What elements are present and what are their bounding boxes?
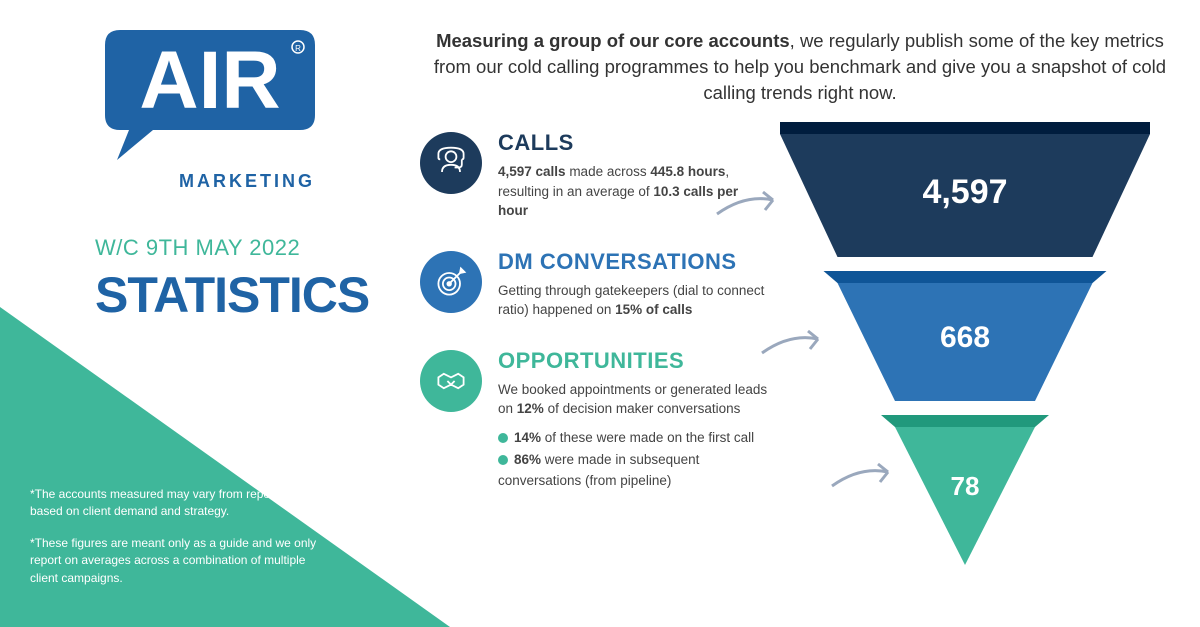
metric-dm-desc: Getting through gatekeepers (dial to con… bbox=[498, 281, 768, 320]
statistics-title: STATISTICS bbox=[95, 266, 369, 324]
funnel-value: 668 bbox=[780, 321, 1150, 355]
intro-bold: Measuring a group of our core accounts bbox=[436, 30, 790, 51]
metric-calls-title: CALLS bbox=[498, 130, 768, 156]
svg-text:R: R bbox=[295, 44, 301, 53]
footnote-1: *The accounts measured may vary from rep… bbox=[30, 486, 330, 521]
funnel-value: 4,597 bbox=[780, 173, 1150, 212]
metric-dm: DM CONVERSATIONS Getting through gatekee… bbox=[420, 249, 780, 320]
funnel-stage: 668 bbox=[780, 271, 1150, 401]
target-icon bbox=[420, 251, 482, 313]
metric-opps-desc: We booked appointments or generated lead… bbox=[498, 380, 768, 419]
footnotes: *The accounts measured may vary from rep… bbox=[30, 486, 330, 587]
footnote-2: *These figures are meant only as a guide… bbox=[30, 535, 330, 587]
arrow-icon bbox=[715, 186, 785, 222]
logo-text: AIR bbox=[139, 35, 280, 126]
handshake-icon bbox=[420, 350, 482, 412]
metric-opps-title: OPPORTUNITIES bbox=[498, 348, 780, 374]
logo-subtitle: MARKETING bbox=[95, 171, 315, 192]
funnel-chart: 4,597 668 78 bbox=[780, 122, 1150, 565]
opps-bullets: 14% of these were made on the first call… bbox=[498, 427, 780, 492]
metric-dm-title: DM CONVERSATIONS bbox=[498, 249, 768, 275]
funnel-value: 78 bbox=[780, 471, 1150, 502]
funnel-stage: 78 bbox=[780, 415, 1150, 565]
opps-bullet: 14% of these were made on the first call bbox=[498, 427, 780, 449]
funnel-stage: 4,597 bbox=[780, 122, 1150, 257]
intro-paragraph: Measuring a group of our core accounts, … bbox=[430, 28, 1170, 106]
left-panel: AIR R MARKETING W/C 9TH MAY 2022 STATIST… bbox=[0, 0, 400, 627]
headset-icon bbox=[420, 132, 482, 194]
date-line: W/C 9TH MAY 2022 bbox=[95, 235, 300, 261]
metric-opps: OPPORTUNITIES We booked appointments or … bbox=[420, 348, 780, 492]
logo: AIR R MARKETING bbox=[95, 30, 325, 192]
opps-bullet: 86% were made in subsequent conversation… bbox=[498, 449, 780, 492]
